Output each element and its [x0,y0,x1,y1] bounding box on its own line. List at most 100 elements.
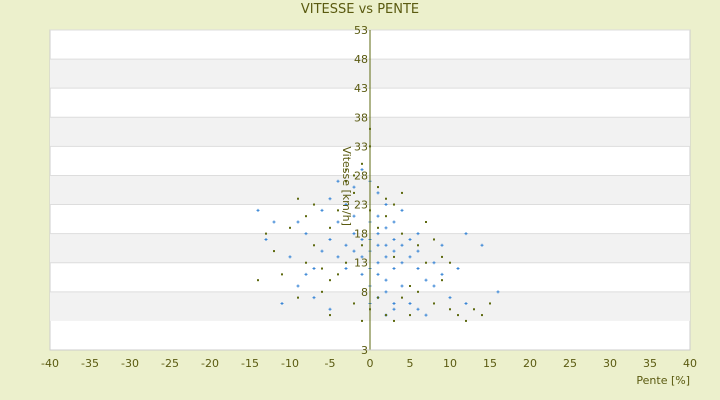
y-tick-label: 13 [354,257,368,270]
data-point-series1 [456,267,460,271]
data-point-series1 [400,284,404,288]
data-point-series1 [336,179,340,183]
data-point-series1 [440,243,444,247]
data-point-series1 [360,237,364,241]
data-point-series1 [256,208,260,212]
data-point-series2 [417,244,419,247]
data-point-series1 [376,243,380,247]
data-point-series1 [392,220,396,224]
data-point-series2 [409,314,411,317]
x-tick-label: -20 [201,357,219,370]
y-tick-label: 3 [361,344,368,357]
x-tick-label: -40 [41,357,59,370]
data-point-series1 [376,191,380,195]
data-point-series1 [344,203,348,207]
data-point-series2 [337,273,339,276]
x-tick-label: -15 [241,357,259,370]
y-tick-label: 23 [354,199,368,212]
data-point-series1 [424,278,428,282]
data-point-series1 [352,249,356,253]
data-point-series1 [304,232,308,236]
data-point-series1 [408,255,412,259]
x-axis-label: Pente [%] [636,374,690,387]
x-tick-label: 10 [443,357,457,370]
y-tick-label: 8 [361,286,368,299]
data-point-series2 [281,273,283,276]
x-tick-label: 15 [483,357,497,370]
data-point-series2 [393,319,395,322]
data-point-series2 [337,209,339,212]
data-point-series2 [305,261,307,264]
x-tick-label: 40 [683,357,697,370]
data-point-series1 [320,208,324,212]
data-point-series2 [377,296,379,299]
y-tick-label: 48 [354,53,368,66]
data-point-series2 [449,261,451,264]
data-point-series1 [408,301,412,305]
x-tick-label: -25 [161,357,179,370]
data-point-series1 [328,237,332,241]
data-point-series2 [481,314,483,317]
data-point-series2 [425,221,427,223]
data-point-series1 [384,243,388,247]
data-point-series2 [265,232,267,235]
data-point-series1 [352,232,356,236]
data-point-series2 [321,290,323,293]
data-point-series1 [400,243,404,247]
x-tick-label: 5 [407,357,414,370]
data-point-series1 [416,249,420,253]
data-point-series2 [361,162,363,165]
data-point-series2 [457,314,459,317]
x-tick-label: -5 [325,357,336,370]
data-point-series2 [417,290,419,293]
x-tick-label: 35 [643,357,657,370]
data-point-series2 [353,174,355,177]
data-point-series1 [464,301,468,305]
data-point-series1 [384,290,388,294]
data-point-series1 [304,272,308,276]
data-point-series1 [416,267,420,271]
data-point-series2 [441,255,443,258]
data-point-series1 [352,214,356,218]
data-point-series1 [424,313,428,317]
data-point-series2 [377,186,379,189]
data-point-series2 [329,279,331,282]
data-point-series2 [425,261,427,264]
data-point-series1 [376,232,380,236]
data-point-series1 [336,220,340,224]
data-point-series1 [280,301,284,305]
y-axis-label: Vitesse [km/h] [340,146,353,226]
data-point-series2 [393,203,395,206]
data-point-series1 [360,272,364,276]
data-point-series1 [264,237,268,241]
data-point-series1 [408,237,412,241]
data-point-series1 [328,307,332,311]
data-point-series2 [393,255,395,258]
data-point-series1 [352,185,356,189]
data-point-series2 [273,250,275,253]
data-point-series2 [473,308,475,311]
data-point-series1 [392,249,396,253]
y-tick-label: 18 [354,228,368,241]
data-point-series2 [385,314,387,317]
x-tick-label: -35 [81,357,99,370]
data-point-series2 [401,296,403,299]
data-point-series1 [400,261,404,265]
data-point-series2 [353,191,355,194]
data-point-series2 [361,244,363,247]
data-point-series2 [401,232,403,235]
data-point-series2 [385,197,387,200]
data-point-series1 [336,255,340,259]
data-point-series2 [465,319,467,322]
data-point-series2 [385,215,387,218]
data-point-series1 [344,267,348,271]
data-point-series1 [440,272,444,276]
data-point-series2 [433,238,435,241]
data-point-series1 [392,307,396,311]
data-point-series2 [361,319,363,322]
data-point-series1 [384,226,388,230]
data-point-series2 [377,226,379,229]
data-point-series2 [313,203,315,206]
y-tick-label: 38 [354,111,368,124]
